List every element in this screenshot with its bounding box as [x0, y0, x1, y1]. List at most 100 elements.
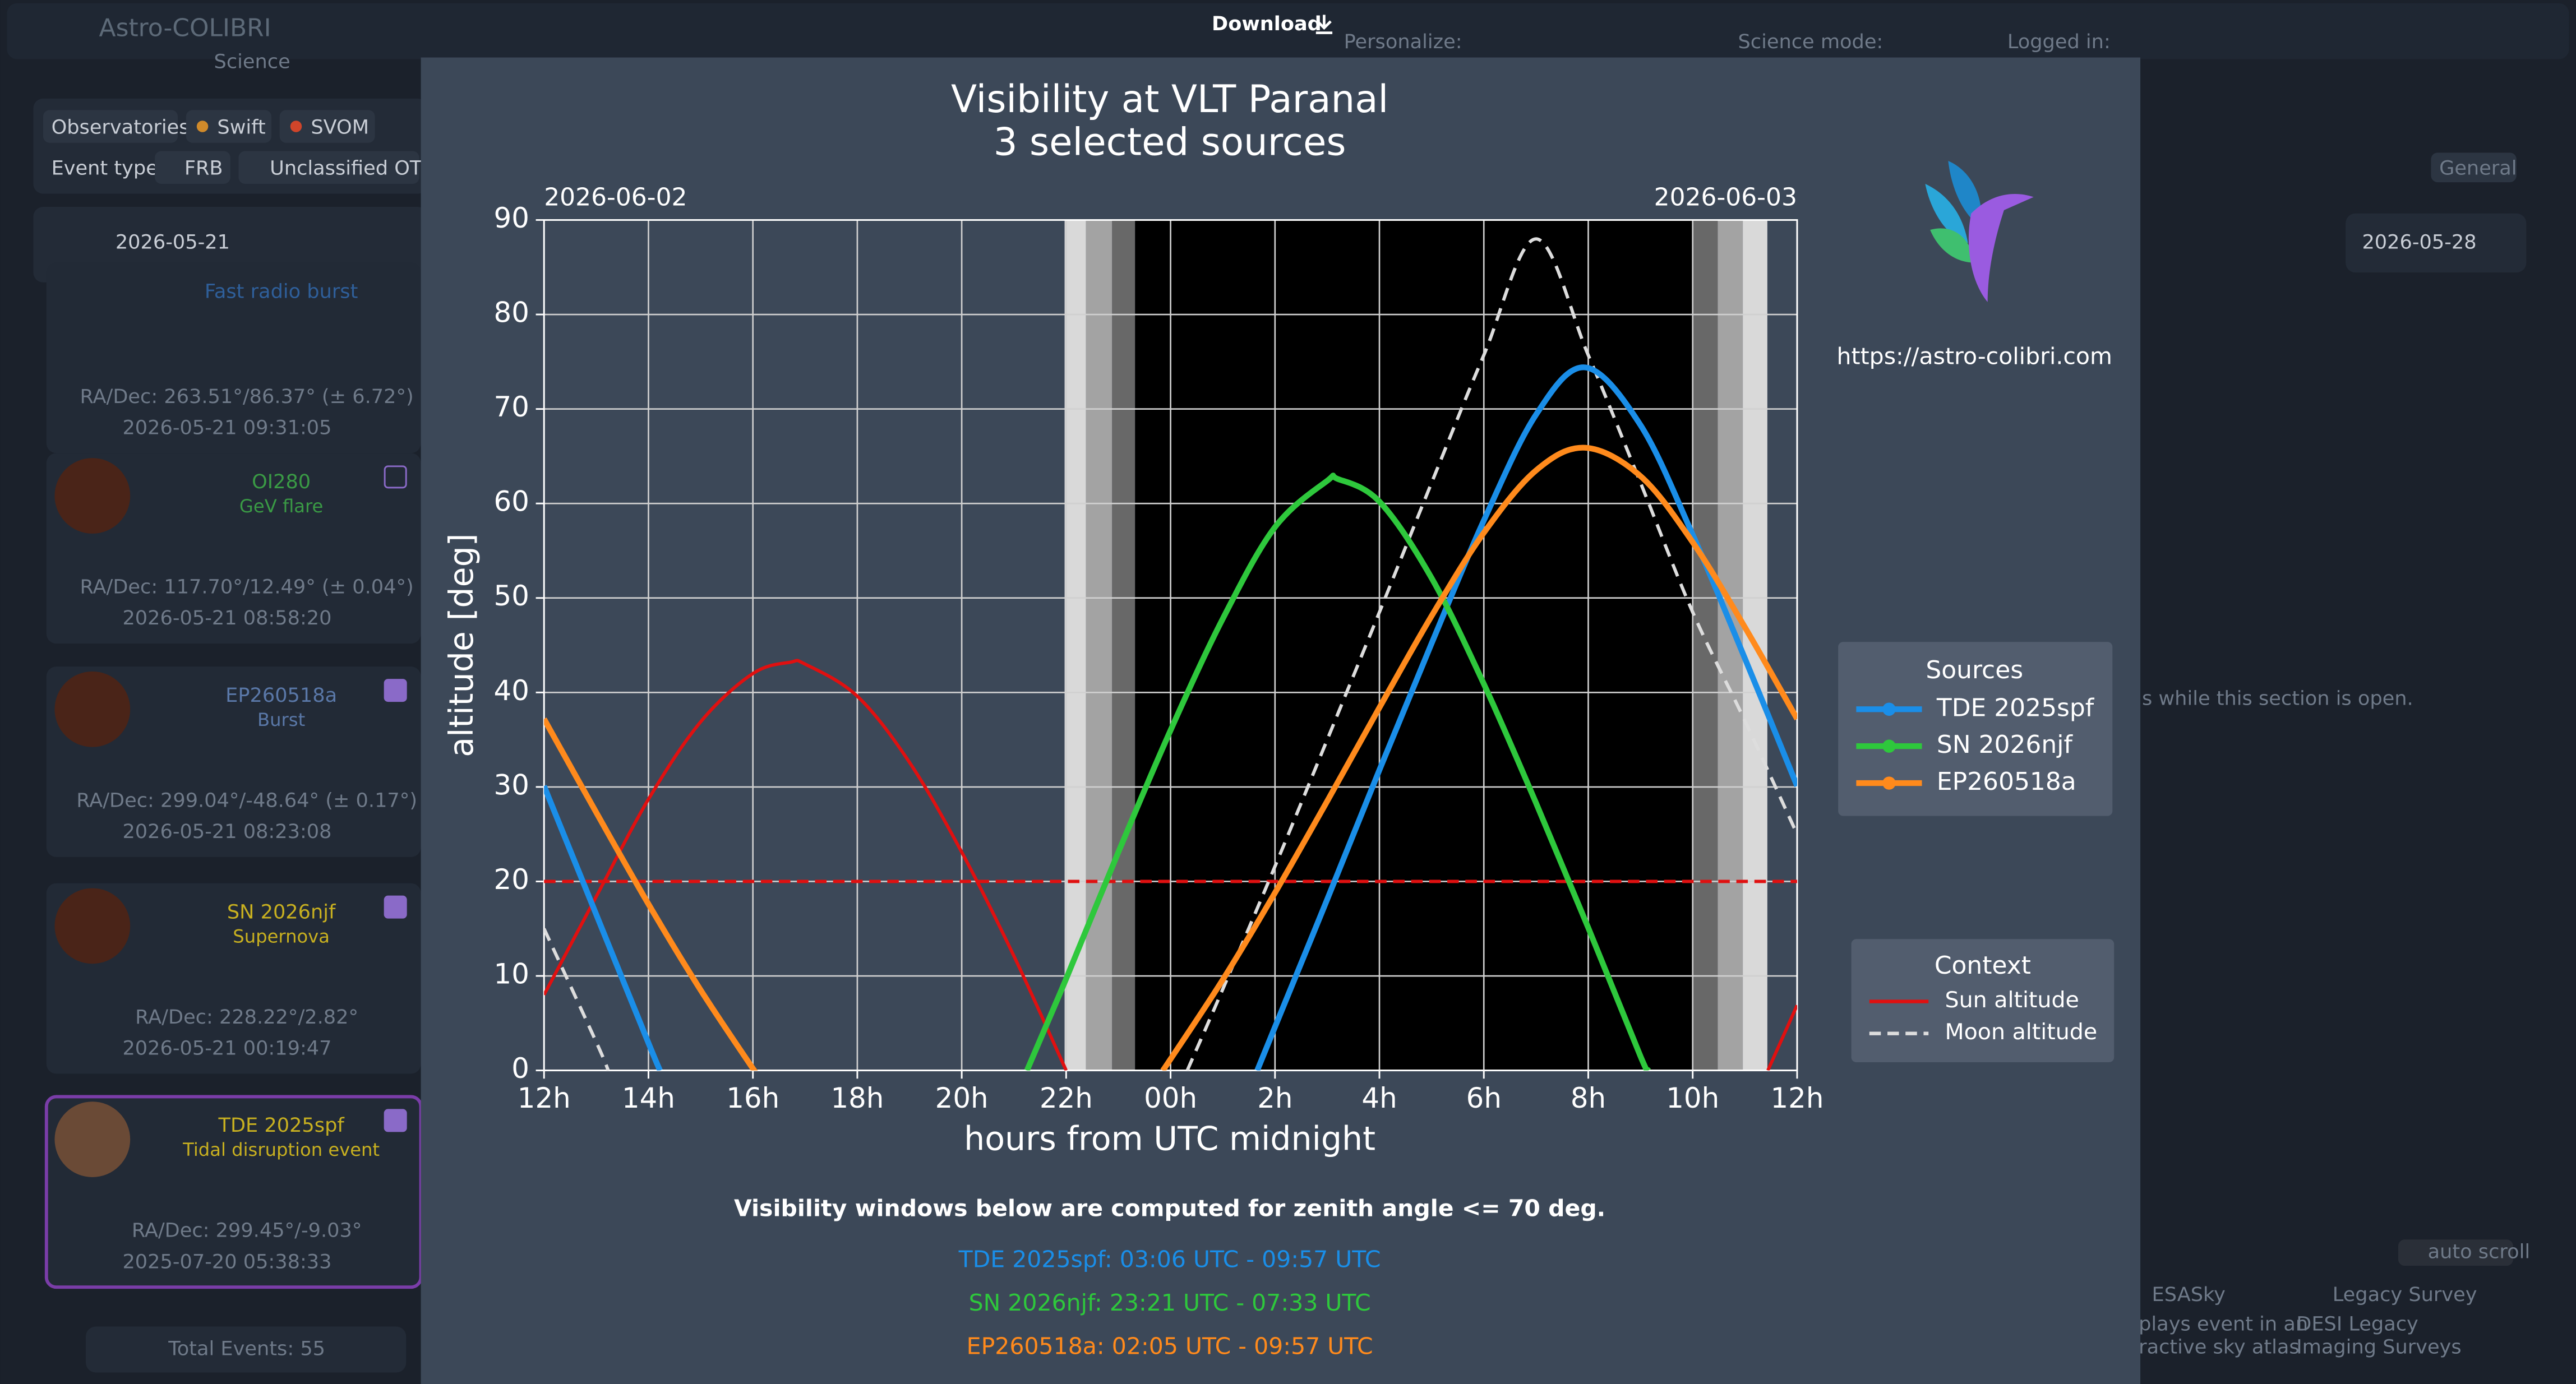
- y-tick-label: 80: [494, 297, 529, 329]
- y-tick-label: 20: [494, 863, 529, 896]
- event-card: [46, 883, 421, 1074]
- chart-title: Visibility at VLT Paranal: [951, 77, 1388, 121]
- event-checkbox: [384, 465, 407, 489]
- legend-box: [1851, 939, 2115, 1062]
- series-line: [1766, 1005, 1797, 1071]
- event-name: Fast radio burst: [205, 280, 358, 303]
- y-tick-label: 40: [494, 674, 529, 707]
- night-band: [1064, 220, 1086, 1071]
- tool-name[interactable]: ESASky: [2152, 1283, 2226, 1306]
- tab-label[interactable]: General: [2439, 157, 2517, 180]
- tool-desc: ractive sky atlas: [2139, 1336, 2300, 1359]
- date-start[interactable]: 2026-05-21: [116, 230, 230, 253]
- auto-scroll-button[interactable]: [2398, 1239, 2513, 1266]
- legend-marker: [1882, 702, 1896, 716]
- x-tick-label: 22h: [1040, 1082, 1093, 1114]
- chip[interactable]: [238, 151, 419, 184]
- legend-title: Context: [1935, 951, 2031, 980]
- x-tick-label: 14h: [622, 1082, 675, 1114]
- x-tick-label: 18h: [830, 1082, 884, 1114]
- chip[interactable]: [279, 110, 375, 143]
- chip-label[interactable]: Unclassified OT: [270, 157, 422, 180]
- event-time: 2026-05-21 08:58:20: [122, 607, 331, 629]
- event-checkbox: [384, 895, 407, 919]
- date-end[interactable]: 2026-05-28: [2362, 230, 2476, 253]
- side-note: s while this section is open.: [2142, 687, 2413, 710]
- download-button[interactable]: Download: [1212, 12, 1322, 35]
- event-list: Fast radio burst RA/Dec: 263.51°/86.37° (…: [44, 262, 423, 1289]
- event-card: [46, 262, 421, 453]
- tool-desc: Imaging Surveys: [2296, 1336, 2461, 1359]
- night-band: [1086, 220, 1112, 1071]
- chip-label[interactable]: Observatories: [52, 115, 190, 138]
- chip-label[interactable]: Swift: [217, 115, 265, 138]
- x-tick-label: 12h: [1770, 1082, 1823, 1114]
- chip[interactable]: [155, 151, 230, 184]
- event-thumb: [54, 458, 131, 534]
- plot-frame: [543, 219, 1798, 1072]
- chip[interactable]: [43, 110, 178, 143]
- x-axis-label: hours from UTC midnight: [964, 1120, 1375, 1158]
- logo: [1925, 161, 2034, 302]
- event-coords: RA/Dec: 117.70°/12.49° (± 0.04°): [80, 576, 414, 599]
- x-tick-label: 2h: [1257, 1082, 1292, 1114]
- event-kind: Burst: [257, 709, 305, 730]
- event-kind: Supernova: [233, 925, 330, 947]
- visibility-window: SN 2026njf: 23:21 UTC - 07:33 UTC: [969, 1289, 1371, 1316]
- x-tick-label: 20h: [935, 1082, 989, 1114]
- chip-dot: [196, 121, 209, 132]
- x-tick-label: 10h: [1666, 1082, 1719, 1114]
- chip-label[interactable]: FRB: [184, 157, 223, 180]
- x-tick-label: 6h: [1466, 1082, 1502, 1114]
- y-tick-label: 50: [494, 580, 529, 612]
- series-line: [1160, 445, 1797, 1071]
- y-tick-label: 0: [511, 1052, 529, 1085]
- tool-desc: DESI Legacy: [2296, 1313, 2418, 1336]
- legend-label: Sun altitude: [1945, 987, 2079, 1013]
- y-tick-label: 90: [494, 202, 529, 234]
- series-line: [544, 659, 1068, 1071]
- auto-scroll[interactable]: auto scroll: [2428, 1240, 2531, 1263]
- legend-marker: [1882, 776, 1896, 790]
- x-tick-label: 00h: [1144, 1082, 1197, 1114]
- chip[interactable]: [186, 110, 272, 143]
- date-end-box: [2346, 213, 2527, 273]
- tab[interactable]: [2431, 152, 2517, 183]
- visibility-window: TDE 2025spf: 03:06 UTC - 09:57 UTC: [958, 1246, 1381, 1272]
- tool-name[interactable]: Legacy Survey: [2333, 1283, 2477, 1306]
- event-name: EP260518a: [225, 684, 337, 707]
- chip-label[interactable]: Event type: [52, 157, 158, 180]
- download-icon[interactable]: [1315, 15, 1333, 34]
- event-time: 2026-05-21 08:23:08: [122, 820, 331, 843]
- visibility-windows: TDE 2025spf: 03:06 UTC - 09:57 UTC SN 202…: [958, 1246, 1381, 1359]
- event-card: [46, 453, 421, 644]
- event-coords: RA/Dec: 263.51°/86.37° (± 6.72°): [80, 385, 414, 408]
- y-tick-label: 70: [494, 391, 529, 423]
- night-band: [1693, 220, 1718, 1071]
- series-line: [544, 928, 610, 1071]
- event-kind: Tidal disruption event: [182, 1139, 380, 1160]
- legend-title: Sources: [1926, 656, 2023, 684]
- legend-label: SN 2026njf: [1937, 730, 2074, 759]
- chip-label[interactable]: SVOM: [311, 115, 369, 138]
- x-tick-label: 12h: [518, 1082, 571, 1114]
- legend-label: Moon altitude: [1945, 1019, 2098, 1045]
- event-time: 2025-07-20 05:38:33: [122, 1250, 331, 1273]
- y-tick-label: 10: [494, 958, 529, 990]
- brand-sub: Science: [214, 50, 290, 73]
- event-thumb: [54, 1101, 131, 1177]
- tool-desc: plays event in an: [2139, 1313, 2308, 1336]
- x-tick-label: 16h: [726, 1082, 779, 1114]
- event-name: SN 2026njf: [227, 900, 336, 923]
- visibility-window: EP260518a: 02:05 UTC - 09:57 UTC: [967, 1333, 1373, 1360]
- event-coords: RA/Dec: 299.04°/-48.64° (± 0.17°): [76, 789, 417, 812]
- logo-url[interactable]: https://astro-colibri.com: [1837, 342, 2112, 369]
- event-name: OI280: [252, 470, 311, 493]
- event-checkbox: [384, 1109, 407, 1132]
- top-bar: [7, 3, 2569, 59]
- y-tick-label: 60: [494, 485, 529, 518]
